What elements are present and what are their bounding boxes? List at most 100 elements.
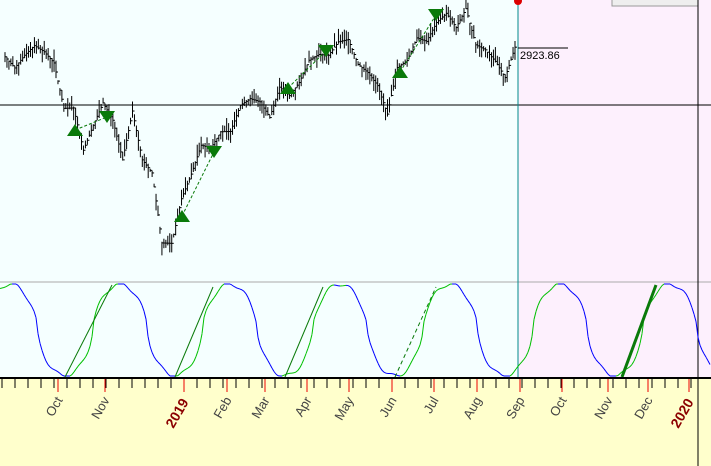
oscillator-segment xyxy=(247,297,251,303)
oscillator-segment xyxy=(353,291,357,296)
oscillator-segment xyxy=(95,305,99,312)
oscillator-segment xyxy=(421,321,425,338)
oscillator-segment xyxy=(215,291,219,296)
oscillator-segment xyxy=(705,356,709,361)
last-price-label: 2923.86 xyxy=(520,50,560,62)
oscillator-segment xyxy=(161,365,165,370)
oscillator-segment xyxy=(639,333,643,344)
oscillator-segment xyxy=(497,371,501,374)
oscillator-segment xyxy=(1,287,5,289)
oscillator-segment xyxy=(533,311,537,320)
oscillator-segment xyxy=(127,287,131,291)
oscillator-segment xyxy=(587,336,591,347)
oscillator-segment xyxy=(191,360,195,365)
oscillator-segment xyxy=(3,286,7,288)
oscillator-segment xyxy=(629,364,633,367)
oscillator-segment xyxy=(461,291,465,295)
oscillator-segment xyxy=(35,317,39,334)
oscillator-segment xyxy=(351,288,355,293)
oscillator-segment xyxy=(657,288,661,292)
oscillator-segment xyxy=(549,288,553,291)
oscillator-segment xyxy=(525,351,529,357)
oscillator-segment xyxy=(163,368,167,372)
oscillator-segment xyxy=(409,360,413,365)
oscillator-segment xyxy=(249,301,253,308)
oscillator-segment xyxy=(403,371,407,375)
cycle-arrow xyxy=(64,284,113,378)
oscillator-segment xyxy=(327,286,331,290)
oscillator-segment xyxy=(189,364,193,367)
oscillator-segment xyxy=(361,309,365,315)
oscillator-segment xyxy=(369,342,373,349)
oscillator-segment xyxy=(441,287,445,289)
oscillator-segment xyxy=(579,300,583,306)
oscillator-segment xyxy=(217,288,221,292)
future-zone xyxy=(518,0,711,378)
oscillator-segment xyxy=(671,284,675,287)
oscillator-segment xyxy=(149,345,153,353)
oscillator-segment xyxy=(513,368,517,373)
oscillator-segment xyxy=(637,343,641,351)
oscillator-segment xyxy=(143,311,147,320)
oscillator-segment xyxy=(469,303,473,308)
oscillator-segment xyxy=(703,353,707,358)
oscillator-segment xyxy=(495,370,499,373)
oscillator-segment xyxy=(145,319,149,337)
oscillator-segment xyxy=(229,283,233,286)
sell-triangle-icon xyxy=(99,111,115,123)
oscillator-segment xyxy=(213,294,217,299)
oscillator-segment xyxy=(23,294,27,299)
oscillator-segment xyxy=(679,288,683,291)
oscillator-segment xyxy=(371,348,375,354)
oscillator-segment xyxy=(83,355,87,360)
oscillator-segment xyxy=(455,283,459,286)
oscillator-segment xyxy=(591,352,595,357)
oscillator-segment xyxy=(607,373,611,377)
oscillator-segment xyxy=(157,361,161,365)
oscillator-segment xyxy=(307,342,311,349)
oscillator-segment xyxy=(69,374,73,377)
oscillator-segment xyxy=(203,310,207,318)
oscillator-segment xyxy=(695,321,699,338)
oscillator-segment xyxy=(489,366,493,369)
oscillator-segment xyxy=(539,297,543,302)
oscillator-segment xyxy=(499,373,503,376)
cursor-handle-icon[interactable] xyxy=(514,0,522,5)
oscillator-segment xyxy=(59,372,63,376)
oscillator-segment xyxy=(481,350,485,357)
oscillator-segment xyxy=(593,356,597,360)
oscillator-segment xyxy=(575,295,579,299)
oscillator-segment xyxy=(81,358,85,362)
oscillator-segment xyxy=(87,346,91,353)
oscillator-segment xyxy=(377,363,381,368)
oscillator-segment xyxy=(635,350,639,357)
oscillator-segment xyxy=(165,371,169,375)
oscillator-segment xyxy=(89,336,93,347)
oscillator-segment xyxy=(321,295,325,301)
oscillator-segment xyxy=(243,291,247,295)
oscillator-segment xyxy=(439,287,443,290)
oscillator-segment xyxy=(407,364,411,369)
oscillator-segment xyxy=(381,369,385,373)
oscillator-segment xyxy=(379,366,383,371)
oscillator-segment xyxy=(483,356,487,362)
oscillator-segment xyxy=(317,304,321,310)
oscillator-segment xyxy=(53,369,57,372)
oscillator-segment xyxy=(651,297,655,301)
oscillator-segment xyxy=(355,295,359,301)
oscillator-segment xyxy=(295,369,299,373)
oscillator-segment xyxy=(251,307,255,315)
oscillator-segment xyxy=(19,287,23,292)
oscillator-segment xyxy=(347,285,351,288)
oscillator-segment xyxy=(551,285,555,289)
oscillator-segment xyxy=(133,293,137,297)
oscillator-segment xyxy=(417,344,421,350)
oscillator-segment xyxy=(599,363,603,367)
oscillator-segment xyxy=(325,288,329,293)
oscillator-segment xyxy=(511,371,515,375)
oscillator-segment xyxy=(661,283,665,287)
oscillator-segment xyxy=(443,286,447,288)
oscillator-segment xyxy=(477,333,481,344)
oscillator-segment xyxy=(429,297,433,303)
